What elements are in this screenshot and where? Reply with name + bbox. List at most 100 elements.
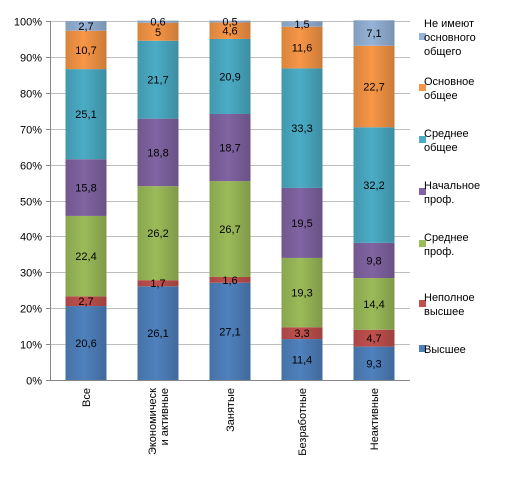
y-tick-label: 50% xyxy=(20,197,42,209)
bar-segment xyxy=(353,20,395,46)
y-tick-label: 40% xyxy=(20,232,42,244)
bar-segment xyxy=(353,127,395,243)
data-label: 1,5 xyxy=(294,19,309,31)
svg-text:Безработные: Безработные xyxy=(297,388,309,456)
bar-segment xyxy=(209,282,251,380)
legend-label: Высшее xyxy=(424,344,466,356)
data-label: 18,8 xyxy=(147,147,168,159)
data-label: 18,7 xyxy=(219,143,240,155)
svg-text:Неактивные: Неактивные xyxy=(369,388,381,450)
bar-segment xyxy=(353,329,395,347)
bar-segment xyxy=(65,69,107,160)
y-tick-label: 70% xyxy=(20,125,42,137)
legend-swatch xyxy=(419,345,426,352)
data-label: 1,6 xyxy=(222,275,237,287)
legend-item: Основное общее xyxy=(419,76,474,102)
y-tick-label: 100% xyxy=(14,17,42,29)
bar-segment xyxy=(65,159,107,216)
data-label: 19,5 xyxy=(291,218,312,230)
bar-segment xyxy=(209,276,251,283)
bar-segment xyxy=(65,21,107,31)
data-label: 15,8 xyxy=(75,183,96,195)
data-label: 4,6 xyxy=(222,26,237,38)
legend-label: общее xyxy=(424,142,458,154)
data-label: 10,7 xyxy=(75,45,96,57)
data-label: 11,4 xyxy=(292,355,313,367)
data-label: 1,7 xyxy=(150,278,165,290)
data-label: 21,7 xyxy=(147,75,168,87)
bar-segment xyxy=(281,26,323,69)
legend-swatch xyxy=(419,240,426,247)
bar-segment xyxy=(65,296,107,307)
data-label: 27,1 xyxy=(219,326,240,338)
data-label: 26,7 xyxy=(219,224,240,236)
x-tick-label: Занятые xyxy=(225,388,237,432)
y-tick-label: 80% xyxy=(20,89,42,101)
data-label: 32,2 xyxy=(363,180,384,192)
legend-swatch xyxy=(419,188,426,195)
data-label: 2,7 xyxy=(78,21,93,33)
bar-segment xyxy=(281,21,323,27)
bar-segment xyxy=(137,22,179,41)
legend-label: Среднее xyxy=(424,232,469,244)
bar-segment xyxy=(137,186,179,281)
x-tick-label: Экономическ и активные xyxy=(147,388,171,455)
y-tick-label: 90% xyxy=(20,53,42,65)
data-label: 20,9 xyxy=(219,71,240,83)
x-tick-label: Все xyxy=(81,388,93,407)
legend-label: проф. xyxy=(424,246,454,258)
legend-item: Не имеют основного общего xyxy=(419,18,476,58)
y-tick-label: 20% xyxy=(20,304,42,316)
bar-segment xyxy=(65,30,107,70)
bar-segment xyxy=(209,181,251,277)
bar-segment xyxy=(137,280,179,287)
data-label: 20,6 xyxy=(75,338,96,350)
legend-swatch xyxy=(419,84,426,91)
bar-segment xyxy=(353,346,395,380)
data-label: 26,2 xyxy=(147,228,168,240)
svg-text:Занятые: Занятые xyxy=(225,388,237,432)
legend-swatch xyxy=(419,136,426,143)
data-labels: 20,6 2,7 22,4 15,8 25,1 10,7 2,7 26,1 1,7 26,2 18,… xyxy=(75,17,384,371)
legend-label: проф. xyxy=(424,194,454,206)
data-label: 22,4 xyxy=(75,251,96,263)
legend-swatch xyxy=(419,33,426,40)
data-label: 22,7 xyxy=(363,82,384,94)
legend-label: Начальное xyxy=(424,180,480,192)
bar-segment xyxy=(281,68,323,188)
bar-segment xyxy=(209,22,251,39)
legend-label: Не имеют xyxy=(424,18,474,30)
bar-segment xyxy=(209,20,251,23)
y-tick-label: 10% xyxy=(20,340,42,352)
bar-segment xyxy=(281,257,323,328)
data-label: 0,5 xyxy=(222,17,237,29)
data-label: 5 xyxy=(155,27,161,39)
axes: 0% 10% 20% 30% 40% 50% 60% 70% 80% 90% 100% Все Экон… xyxy=(14,17,410,456)
legend-item: Неполное высшее xyxy=(419,292,475,318)
data-label: 3,3 xyxy=(294,328,309,340)
legend-label: Неполное xyxy=(424,292,475,304)
legend-label: основного xyxy=(424,32,476,44)
legend-label: Основное xyxy=(424,76,474,88)
legend-label: общего xyxy=(424,46,461,58)
data-label: 11,6 xyxy=(292,43,313,55)
y-tick-label: 30% xyxy=(20,268,42,280)
data-label: 25,1 xyxy=(75,109,96,121)
bar-segment xyxy=(281,339,323,380)
data-label: 19,3 xyxy=(291,288,312,300)
bar-segment xyxy=(353,278,395,330)
bar-segment xyxy=(137,118,179,187)
data-label: 9,3 xyxy=(366,358,381,370)
x-tick-label: Безработные xyxy=(297,388,309,456)
y-tick-label: 0% xyxy=(26,376,42,388)
bar-segment xyxy=(65,215,107,297)
data-label: 2,7 xyxy=(78,296,93,308)
legend-item: Среднее общее xyxy=(419,128,469,154)
data-label: 4,7 xyxy=(366,333,381,345)
bar-segment xyxy=(353,242,395,279)
bar-segment xyxy=(137,286,179,380)
data-label: 33,3 xyxy=(291,123,312,135)
data-label: 7,1 xyxy=(366,28,381,40)
bar-segment xyxy=(281,187,323,258)
